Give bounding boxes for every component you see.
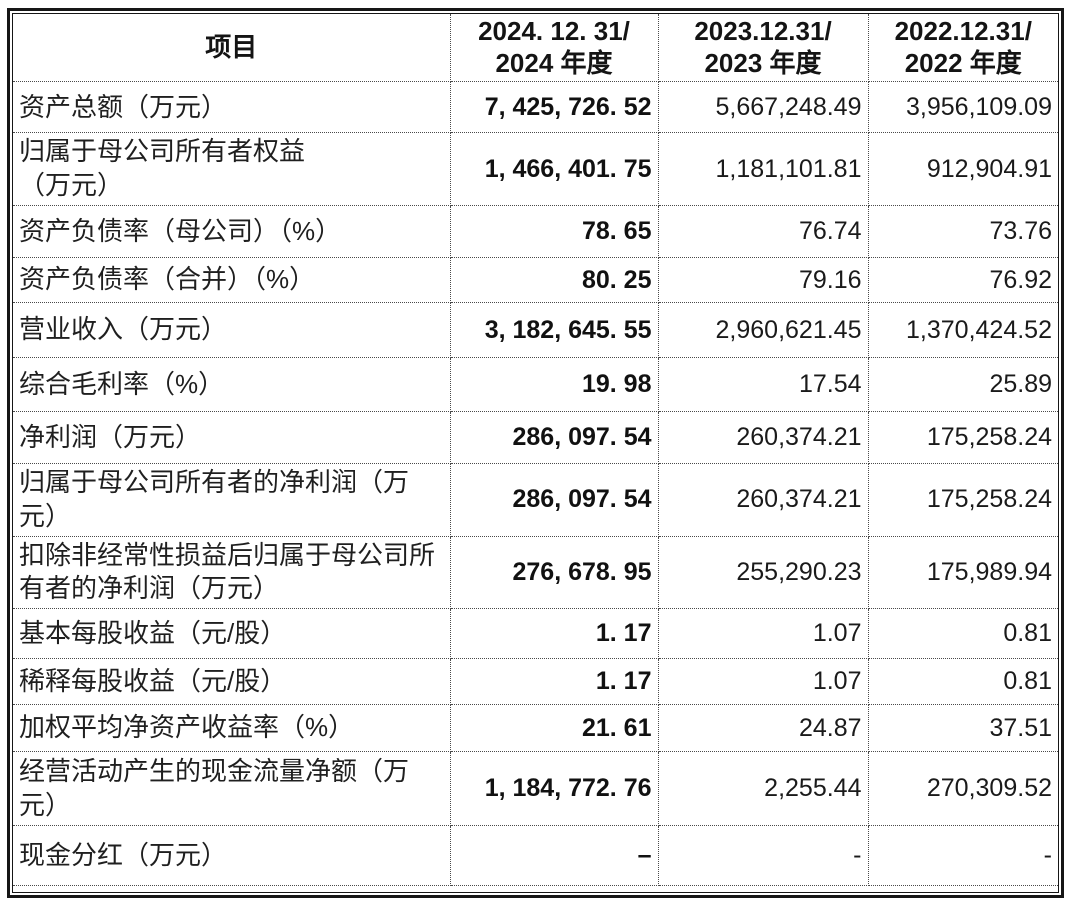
value-2024-cell: 1. 17 [449, 658, 659, 706]
value-2024-cell: 1. 17 [449, 608, 659, 660]
value-2022-cell: 1,370,424.52 [867, 302, 1058, 359]
value-2022-cell: 73.76 [867, 205, 1058, 259]
value-2023-cell: 260,374.21 [657, 463, 869, 537]
item-cell: 稀释每股收益（元/股） [13, 658, 451, 706]
table-row: 基本每股收益（元/股） 1. 17 1.07 0.81 [13, 608, 1058, 660]
table-row: 扣除非经常性损益后归属于母公司所 有者的净利润（万元） 276, 678. 95… [13, 535, 1058, 610]
value-2023-cell: 76.74 [657, 205, 869, 259]
table-row: 综合毛利率（%） 19. 98 17.54 25.89 [13, 357, 1058, 413]
value-2022-cell: - [867, 825, 1058, 887]
value-2024-cell: 276, 678. 95 [449, 535, 659, 610]
value-2024-cell: 1, 466, 401. 75 [449, 132, 659, 207]
value-2023-cell: 1,181,101.81 [657, 132, 869, 207]
value-2024-cell: 80. 25 [449, 257, 659, 304]
item-cell: 资产总额（万元） [13, 81, 451, 134]
value-2024-cell: – [449, 825, 659, 887]
table-row: 归属于母公司所有者权益 （万元） 1, 466, 401. 75 1,181,1… [13, 132, 1058, 207]
value-2023-cell: 2,960,621.45 [657, 302, 869, 359]
value-2022-cell: 175,989.94 [867, 535, 1058, 610]
value-2023-cell: - [657, 825, 869, 887]
value-2024-cell: 7, 425, 726. 52 [449, 81, 659, 134]
table-row: 资产负债率（合并）（%） 80. 25 79.16 76.92 [13, 257, 1058, 304]
value-2022-cell: 0.81 [867, 608, 1058, 660]
value-2022-cell: 175,258.24 [867, 411, 1058, 465]
table-row: 净利润（万元） 286, 097. 54 260,374.21 175,258.… [13, 411, 1058, 465]
table-row: 稀释每股收益（元/股） 1. 17 1.07 0.81 [13, 658, 1058, 706]
item-cell: 现金分红（万元） [13, 825, 451, 887]
table-row: 营业收入（万元） 3, 182, 645. 55 2,960,621.45 1,… [13, 302, 1058, 359]
value-2022-cell: 37.51 [867, 704, 1058, 753]
item-cell: 归属于母公司所有者的净利润（万 元） [13, 463, 451, 537]
item-cell: 综合毛利率（%） [13, 357, 451, 413]
item-cell: 营业收入（万元） [13, 302, 451, 359]
value-2022-cell: 25.89 [867, 357, 1058, 413]
header-period-2022: 2022.12.31/ 2022 年度 [867, 14, 1058, 83]
table-row: 资产负债率（母公司）（%） 78. 65 76.74 73.76 [13, 205, 1058, 259]
value-2024-cell: 21. 61 [449, 704, 659, 753]
header-row: 项目 2024. 12. 31/ 2024 年度 2023.12.31/ 202… [13, 14, 1058, 83]
value-2022-cell: 0.81 [867, 658, 1058, 706]
value-2022-cell: 76.92 [867, 257, 1058, 304]
value-2023-cell: 24.87 [657, 704, 869, 753]
table-inner-frame: 项目 2024. 12. 31/ 2024 年度 2023.12.31/ 202… [12, 13, 1059, 893]
value-2023-cell: 2,255.44 [657, 751, 869, 827]
value-2024-cell: 78. 65 [449, 205, 659, 259]
value-2022-cell: 175,258.24 [867, 463, 1058, 537]
value-2024-cell: 3, 182, 645. 55 [449, 302, 659, 359]
value-2024-cell: 286, 097. 54 [449, 463, 659, 537]
value-2022-cell: 912,904.91 [867, 132, 1058, 207]
value-2022-cell: 3,956,109.09 [867, 81, 1058, 134]
item-cell: 归属于母公司所有者权益 （万元） [13, 132, 451, 207]
header-item: 项目 [13, 14, 451, 83]
item-cell: 净利润（万元） [13, 411, 451, 465]
table-outer-frame: 项目 2024. 12. 31/ 2024 年度 2023.12.31/ 202… [7, 8, 1064, 898]
value-2022-cell: 270,309.52 [867, 751, 1058, 827]
table-row: 资产总额（万元） 7, 425, 726. 52 5,667,248.49 3,… [13, 81, 1058, 134]
item-cell: 扣除非经常性损益后归属于母公司所 有者的净利润（万元） [13, 535, 451, 610]
item-cell: 资产负债率（母公司）（%） [13, 205, 451, 259]
value-2023-cell: 1.07 [657, 658, 869, 706]
item-cell: 资产负债率（合并）（%） [13, 257, 451, 304]
table-row: 归属于母公司所有者的净利润（万 元） 286, 097. 54 260,374.… [13, 463, 1058, 537]
value-2024-cell: 19. 98 [449, 357, 659, 413]
value-2023-cell: 1.07 [657, 608, 869, 660]
header-period-2024: 2024. 12. 31/ 2024 年度 [449, 14, 659, 83]
value-2023-cell: 255,290.23 [657, 535, 869, 610]
value-2024-cell: 1, 184, 772. 76 [449, 751, 659, 827]
value-2024-cell: 286, 097. 54 [449, 411, 659, 465]
value-2023-cell: 260,374.21 [657, 411, 869, 465]
value-2023-cell: 79.16 [657, 257, 869, 304]
value-2023-cell: 17.54 [657, 357, 869, 413]
table-row: 加权平均净资产收益率（%） 21. 61 24.87 37.51 [13, 704, 1058, 753]
value-2023-cell: 5,667,248.49 [657, 81, 869, 134]
item-cell: 加权平均净资产收益率（%） [13, 704, 451, 753]
financial-summary-table: 项目 2024. 12. 31/ 2024 年度 2023.12.31/ 202… [13, 14, 1058, 887]
header-period-2023: 2023.12.31/ 2023 年度 [657, 14, 869, 83]
table-row: 现金分红（万元） – - - [13, 825, 1058, 887]
item-cell: 经营活动产生的现金流量净额（万 元） [13, 751, 451, 827]
table-row: 经营活动产生的现金流量净额（万 元） 1, 184, 772. 76 2,255… [13, 751, 1058, 827]
item-cell: 基本每股收益（元/股） [13, 608, 451, 660]
